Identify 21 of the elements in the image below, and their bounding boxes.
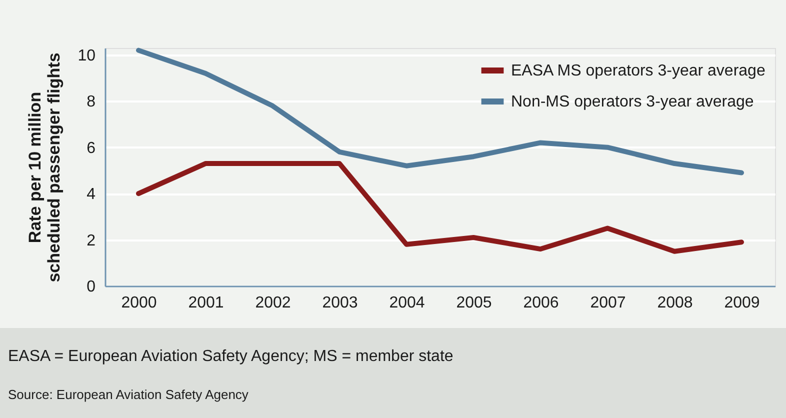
y-tick-label: 8: [86, 94, 96, 111]
source-note: Source: European Aviation Safety Agency: [8, 387, 249, 402]
x-tick-label: 2005: [456, 294, 492, 312]
legend-label: Non-MS operators 3-year average: [511, 94, 754, 110]
x-tick-label: 2000: [121, 294, 157, 312]
y-tick-label: 10: [78, 47, 96, 64]
x-tick-label: 2003: [322, 294, 358, 312]
x-tick-label: 2006: [523, 294, 559, 312]
y-tick-label: 0: [86, 278, 96, 296]
y-axis-title: Rate per 10 million scheduled passenger flights: [26, 52, 64, 282]
x-tick-label: 2004: [389, 294, 425, 312]
x-tick-label: 2009: [724, 294, 760, 312]
x-tick-label: 2001: [188, 294, 224, 312]
x-tick-label: 2002: [255, 294, 291, 312]
x-tick-label: 2007: [590, 294, 626, 312]
y-tick-label: 2: [86, 232, 96, 250]
x-tick-label: 2008: [657, 294, 693, 312]
y-tick-label: 4: [86, 186, 96, 204]
y-tick-label: 6: [86, 140, 96, 157]
text: EASA = European Aviation Safety Agency; MS = member state: [8, 348, 454, 365]
legend-label: EASA MS operators 3-year average: [511, 62, 766, 80]
